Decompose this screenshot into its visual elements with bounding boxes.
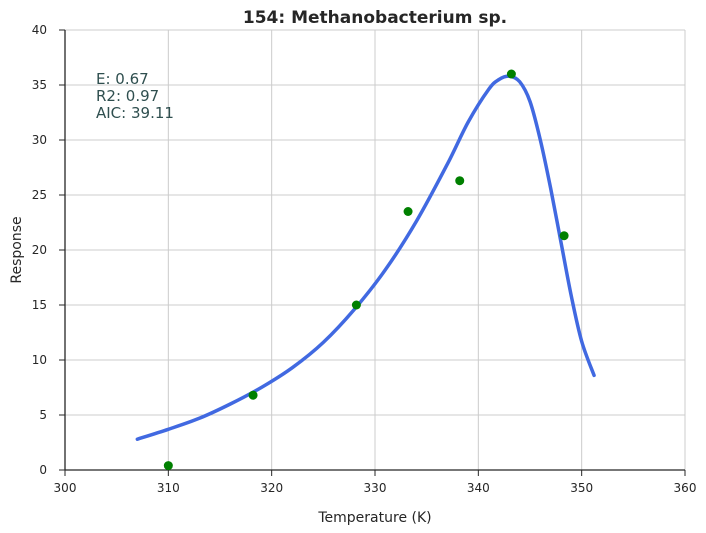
y-tick-label: 35 [32,78,47,92]
data-points-layer [163,69,569,471]
x-tick-label: 320 [260,481,283,495]
fit-curve-line [135,74,596,441]
x-axis-title: Temperature (K) [317,510,431,526]
data-point [248,390,258,400]
x-tick-label: 360 [674,481,697,495]
x-tick-label: 330 [364,481,387,495]
data-point [163,461,173,471]
x-tick-label: 300 [54,481,77,495]
data-point [351,300,361,310]
y-tick-label: 25 [32,188,47,202]
y-tick-label: 0 [39,463,47,477]
x-tick-label: 340 [467,481,490,495]
axes-layer: 300 310 320 330 340 350 360 0 5 10 15 20 25 30 35 40 [32,23,697,495]
data-point [403,207,413,216]
y-tick-label: 10 [32,353,47,367]
x-tick-label: 310 [157,481,180,495]
grid-layer [65,29,686,470]
y-tick-label: 20 [32,243,47,257]
annotation-r2-value: R2: 0.97 [96,87,159,105]
data-point [559,231,569,241]
y-tick-label: 15 [32,298,47,312]
y-tick-label: 5 [39,408,47,422]
fit-curve-layer [135,74,596,441]
x-tick-label: 350 [570,481,593,495]
data-point [506,69,516,79]
data-point [455,176,465,186]
annotation-aic-value: AIC: 39.11 [96,104,174,122]
labels-layer: 154: Methanobacterium sp. Temperature (K… [9,8,507,526]
chart-title: 154: Methanobacterium sp. [243,8,507,28]
y-tick-label: 40 [32,23,47,37]
y-axis-title: Response [9,216,25,283]
y-tick-label: 30 [32,133,47,147]
annotation-e-value: E: 0.67 [96,70,149,88]
